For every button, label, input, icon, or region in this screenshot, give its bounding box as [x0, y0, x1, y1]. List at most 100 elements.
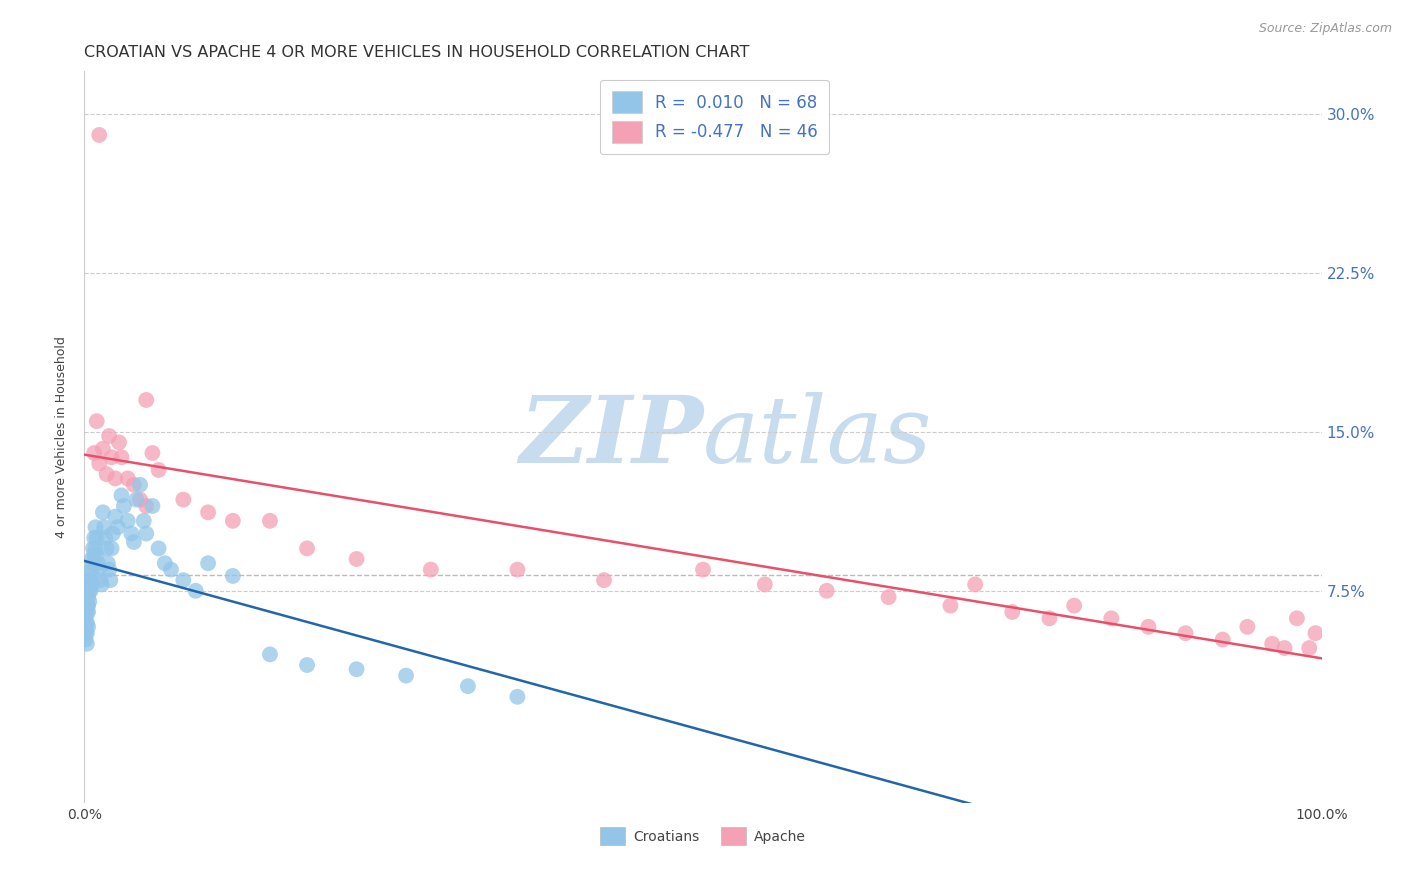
Apache	[135, 392, 157, 407]
Apache	[110, 450, 132, 465]
Croatians	[222, 569, 245, 583]
Croatians	[90, 577, 112, 591]
Apache	[222, 514, 245, 528]
Apache	[1063, 599, 1085, 613]
Croatians	[87, 556, 110, 570]
Croatians	[172, 573, 194, 587]
Croatians	[80, 577, 103, 591]
Apache	[1274, 640, 1296, 655]
Apache	[100, 450, 122, 465]
Croatians	[79, 573, 101, 587]
Apache	[506, 563, 529, 577]
Apache	[108, 435, 131, 450]
Croatians	[107, 520, 129, 534]
Croatians	[76, 599, 98, 613]
Apache	[754, 577, 776, 591]
Croatians	[79, 563, 101, 577]
Croatians	[83, 531, 105, 545]
Croatians	[120, 526, 142, 541]
Croatians	[160, 563, 183, 577]
Apache	[1099, 611, 1122, 625]
Apache	[141, 446, 163, 460]
Croatians	[110, 488, 132, 502]
Croatians	[125, 492, 148, 507]
Croatians	[259, 648, 281, 662]
Croatians	[76, 626, 98, 640]
Croatians	[101, 526, 124, 541]
Croatians	[94, 531, 117, 545]
Croatians	[132, 514, 155, 528]
Apache	[129, 492, 152, 507]
Croatians	[100, 541, 122, 556]
Apache	[1038, 611, 1060, 625]
Croatians	[141, 499, 163, 513]
Apache	[1261, 637, 1284, 651]
Apache	[148, 463, 170, 477]
Croatians	[295, 658, 318, 673]
Croatians	[122, 535, 145, 549]
Apache	[965, 577, 987, 591]
Apache	[346, 552, 368, 566]
Apache	[1298, 640, 1320, 655]
Croatians	[79, 583, 101, 598]
Croatians	[129, 477, 152, 491]
Croatians	[86, 531, 108, 545]
Apache	[1001, 605, 1024, 619]
Apache	[1212, 632, 1234, 647]
Apache	[197, 505, 219, 519]
Croatians	[135, 526, 157, 541]
Apache	[89, 457, 111, 471]
Croatians	[82, 556, 104, 570]
Apache	[91, 442, 114, 456]
Croatians	[84, 520, 107, 534]
Apache	[295, 541, 318, 556]
Croatians	[395, 668, 418, 682]
Apache	[1305, 626, 1327, 640]
Croatians	[153, 556, 176, 570]
Croatians	[506, 690, 529, 704]
Croatians	[75, 620, 97, 634]
Apache	[419, 563, 441, 577]
Croatians	[184, 583, 207, 598]
Croatians	[148, 541, 170, 556]
Croatians	[346, 662, 368, 676]
Croatians	[84, 541, 107, 556]
Croatians	[76, 605, 98, 619]
Apache	[86, 414, 108, 428]
Croatians	[77, 605, 100, 619]
Text: ZIP: ZIP	[519, 392, 703, 482]
Apache	[1236, 620, 1258, 634]
Apache	[89, 128, 111, 142]
Croatians	[82, 541, 104, 556]
Croatians	[98, 573, 121, 587]
Croatians	[75, 626, 97, 640]
Croatians	[80, 552, 103, 566]
Text: atlas: atlas	[703, 392, 932, 482]
Apache	[815, 583, 838, 598]
Croatians	[89, 573, 111, 587]
Croatians	[76, 615, 98, 630]
Legend: Croatians, Apache: Croatians, Apache	[595, 822, 811, 851]
Apache	[98, 429, 121, 443]
Croatians	[457, 679, 479, 693]
Apache	[117, 471, 139, 485]
Apache	[259, 514, 281, 528]
Croatians	[80, 563, 103, 577]
Croatians	[91, 505, 114, 519]
Croatians	[76, 637, 98, 651]
Apache	[1285, 611, 1308, 625]
Croatians	[97, 556, 120, 570]
Y-axis label: 4 or more Vehicles in Household: 4 or more Vehicles in Household	[55, 336, 69, 538]
Apache	[939, 599, 962, 613]
Croatians	[93, 520, 115, 534]
Apache	[1174, 626, 1197, 640]
Text: CROATIAN VS APACHE 4 OR MORE VEHICLES IN HOUSEHOLD CORRELATION CHART: CROATIAN VS APACHE 4 OR MORE VEHICLES IN…	[84, 45, 749, 61]
Croatians	[86, 548, 108, 562]
Croatians	[197, 556, 219, 570]
Croatians	[77, 590, 100, 604]
Apache	[877, 590, 900, 604]
Apache	[104, 471, 127, 485]
Croatians	[79, 573, 101, 587]
Croatians	[79, 594, 101, 608]
Apache	[96, 467, 118, 482]
